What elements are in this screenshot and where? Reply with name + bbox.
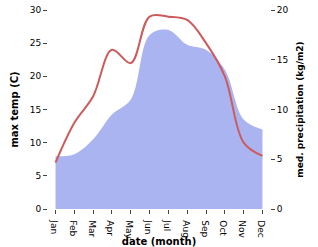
svg-text:20: 20 (30, 71, 42, 81)
svg-text:max temp (C): max temp (C) (9, 71, 20, 147)
svg-text:15: 15 (277, 55, 288, 65)
svg-text:25: 25 (30, 38, 41, 48)
svg-text:0: 0 (277, 204, 283, 214)
svg-text:15: 15 (30, 105, 41, 115)
svg-text:5: 5 (277, 154, 283, 164)
svg-text:5: 5 (35, 171, 41, 181)
svg-text:Sep: Sep (200, 220, 210, 237)
svg-text:20: 20 (277, 5, 289, 15)
svg-text:Jun: Jun (143, 219, 153, 234)
svg-text:Jul: Jul (162, 219, 172, 231)
svg-text:med. precipitation (kg/m2): med. precipitation (kg/m2) (295, 41, 305, 177)
svg-text:Jan: Jan (49, 219, 59, 234)
svg-text:10: 10 (30, 138, 42, 148)
svg-text:Feb: Feb (68, 220, 78, 236)
svg-text:Mar: Mar (87, 220, 97, 237)
svg-text:Aug: Aug (181, 220, 191, 238)
svg-text:Oct: Oct (218, 220, 228, 236)
svg-text:date (month): date (month) (122, 236, 196, 247)
svg-text:0: 0 (35, 204, 41, 214)
svg-text:May: May (124, 220, 134, 239)
svg-text:30: 30 (30, 5, 42, 15)
svg-text:Nov: Nov (237, 220, 247, 238)
svg-text:10: 10 (277, 105, 289, 115)
svg-text:Apr: Apr (105, 220, 115, 236)
svg-text:Dec: Dec (256, 220, 266, 237)
